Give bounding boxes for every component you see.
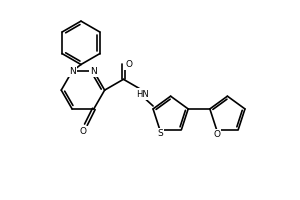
Text: HN: HN bbox=[136, 90, 148, 99]
Text: N: N bbox=[69, 67, 76, 76]
Text: N: N bbox=[90, 67, 97, 76]
Text: O: O bbox=[213, 130, 220, 139]
Text: S: S bbox=[157, 129, 163, 138]
Text: O: O bbox=[126, 60, 133, 69]
Text: O: O bbox=[80, 127, 86, 136]
